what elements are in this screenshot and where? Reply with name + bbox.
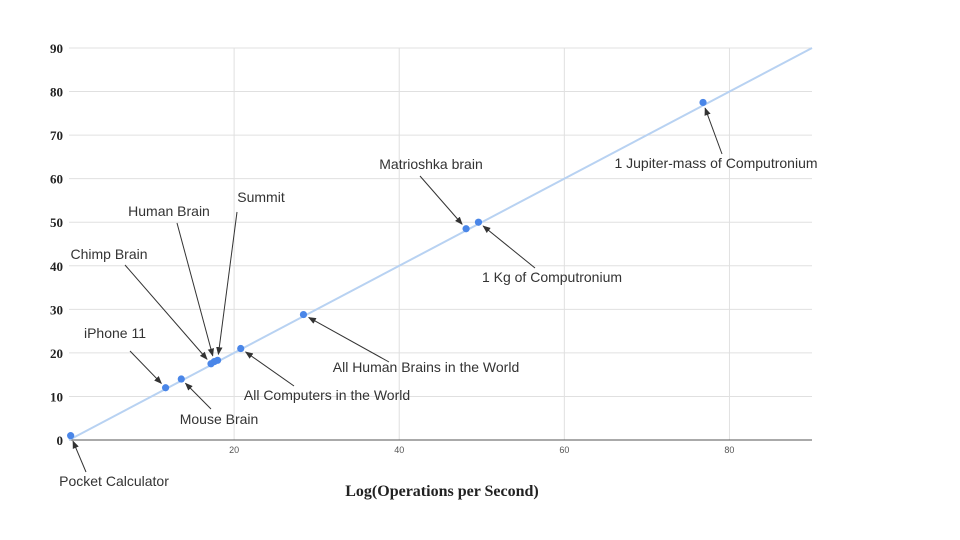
data-points [67, 98, 707, 440]
annotation-arrow [704, 107, 723, 155]
data-point [67, 432, 75, 440]
point-label: 1 Kg of Computronium [482, 269, 622, 285]
annotation-arrow [482, 225, 536, 269]
y-tick-label: 50 [50, 215, 63, 230]
x-tick-label: 60 [559, 445, 569, 455]
annotation-arrow [176, 222, 214, 357]
data-point [699, 98, 707, 107]
point-label: Matrioshka brain [379, 156, 483, 172]
point-label: Pocket Calculator [59, 473, 169, 489]
data-point [237, 344, 245, 353]
y-tick-label: 70 [50, 128, 63, 143]
annotation-arrow [184, 382, 212, 410]
tick-labels: 0 10 20 30 40 50 60 70 80 90 20 40 60 80 [50, 41, 734, 455]
data-point [299, 310, 308, 319]
annotation-arrow [124, 264, 208, 360]
point-label: All Human Brains in the World [333, 359, 519, 375]
y-tick-label: 60 [50, 172, 63, 187]
annotation-labels: Pocket Calculator iPhone 11 Mouse Brain Chi… [59, 155, 817, 489]
point-label: Human Brain [128, 203, 210, 219]
x-tick-label: 80 [724, 445, 734, 455]
y-tick-label: 0 [57, 433, 64, 448]
point-label: Summit [237, 189, 285, 205]
annotation-arrows [72, 107, 723, 473]
trendline [68, 47, 813, 441]
annotation-arrow [419, 175, 463, 225]
annotation-arrow [129, 350, 162, 384]
grid [69, 47, 812, 440]
trendline-line [68, 47, 813, 441]
data-point [177, 375, 185, 383]
y-tick-label: 20 [50, 346, 63, 361]
annotation-arrow [72, 440, 87, 473]
y-tick-label: 30 [50, 302, 63, 317]
point-label: Mouse Brain [180, 411, 259, 427]
x-tick-label: 40 [394, 445, 404, 455]
point-label: All Computers in the World [244, 387, 410, 403]
point-label: Chimp Brain [70, 246, 147, 262]
data-point [161, 384, 170, 392]
annotation-arrow [244, 351, 295, 387]
data-point [474, 218, 483, 226]
x-axis-label: Log(Operations per Second) [345, 483, 538, 500]
y-tick-label: 40 [50, 259, 63, 274]
point-label: 1 Jupiter-mass of Computronium [614, 155, 817, 171]
x-tick-label: 20 [229, 445, 239, 455]
annotation-arrow [216, 211, 238, 356]
data-point [214, 356, 222, 364]
y-tick-label: 90 [50, 41, 63, 56]
y-tick-label: 10 [50, 389, 63, 404]
data-point [462, 225, 470, 233]
y-tick-label: 80 [50, 85, 63, 100]
point-label: iPhone 11 [84, 325, 146, 341]
annotation-arrow [308, 317, 390, 363]
